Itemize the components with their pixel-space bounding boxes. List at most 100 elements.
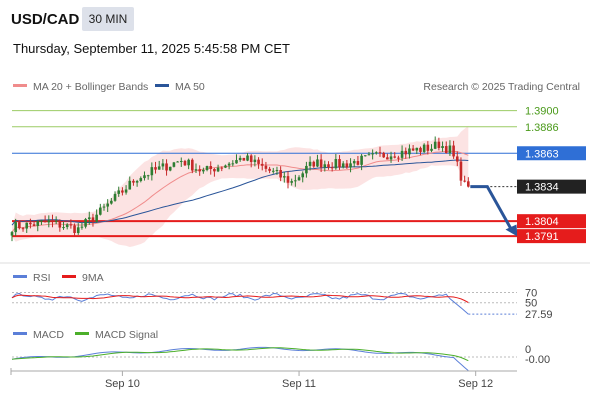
timestamp: Thursday, September 11, 2025 5:45:58 PM … [13,41,290,56]
candle [113,191,117,202]
candle-body [363,155,367,157]
macd-panel: MACD MACD Signal 0-0.00 [11,329,550,371]
candle [437,137,441,151]
candle [25,222,29,233]
level-lines [12,110,517,238]
candle [330,162,334,172]
candle [411,145,415,152]
candle-body [253,159,257,163]
ma20-legend-label: MA 20 + Bollinger Bands [33,81,148,93]
candle-body [382,152,385,158]
candle-body [441,146,444,148]
candle [40,219,43,226]
candle-body [18,222,21,229]
candle-body [371,153,374,155]
candle [459,157,463,186]
candle [224,164,227,169]
candle-body [102,206,106,208]
candle [110,198,113,205]
rsi-ma-line [11,294,469,303]
candle [73,223,76,237]
candle [91,213,95,227]
candle [444,141,448,154]
candle [213,168,216,177]
candle-body [194,169,198,171]
candle-body [308,161,312,166]
level-tag-box-1.3863 [517,146,586,161]
candle-body [187,159,190,166]
candle-body [268,168,271,171]
candle [312,160,316,168]
candle [209,161,213,175]
candle-body [29,222,32,225]
candle-body [146,175,150,177]
candle-body [51,220,54,222]
candle-body [437,141,441,148]
candle-body [246,155,249,161]
candle [275,166,279,175]
candle [168,166,172,172]
level-tag-box-1.3804 [517,214,586,229]
candle [172,161,176,168]
candle [356,155,360,166]
candle-body [216,167,220,172]
candle-body [40,220,43,222]
candle [161,159,165,170]
candle-body [397,157,400,159]
candle [448,140,452,156]
level-label-1.3834: 1.3834 [525,182,559,194]
candle-body [301,173,305,178]
candle [205,165,209,172]
candle-body [459,161,463,181]
candle-body [47,220,51,223]
candle [198,165,201,176]
level-tag-box-1.3834 [517,179,586,194]
candle [382,151,385,158]
candle-body [349,163,352,168]
candle [139,176,143,183]
candle-body [87,217,91,220]
candle [378,146,382,157]
candle [117,186,121,197]
candle-body [327,164,330,168]
candle [294,174,297,187]
candle [242,157,246,161]
candle-body [168,166,172,171]
candle [106,199,109,212]
macd-signal-line [11,347,469,362]
candle [257,157,260,169]
candle-body [213,169,216,172]
candle-body [286,176,290,183]
candle-body [227,163,231,166]
main-legend: MA 20 + Bollinger Bands MA 50 Research ©… [13,81,580,93]
candle [238,155,242,162]
candle [352,159,356,168]
candle-body [110,200,113,204]
candle-body [323,164,327,168]
candle-body [448,145,452,154]
rsi-swatch [13,275,27,278]
ma20-line [11,150,469,233]
candle-body [271,170,275,172]
candle-body [32,224,36,226]
candle [165,159,168,176]
candle [319,154,323,173]
candle [191,158,194,174]
candle [54,216,58,225]
candle [80,222,84,230]
macd-legend-label: MACD [33,329,64,341]
candle [128,176,132,190]
candle-body [389,156,393,160]
rsi-ma-swatch [62,275,76,278]
candle-body [393,156,397,158]
candle [179,157,183,167]
candle-body [106,203,109,207]
macd-lines: 0-0.00 [11,344,550,371]
candle-body [161,163,165,167]
timeframe-badge[interactable]: 30 MIN [82,7,134,31]
candle-body [80,226,84,228]
candle-body [135,181,139,183]
candle [124,185,128,195]
